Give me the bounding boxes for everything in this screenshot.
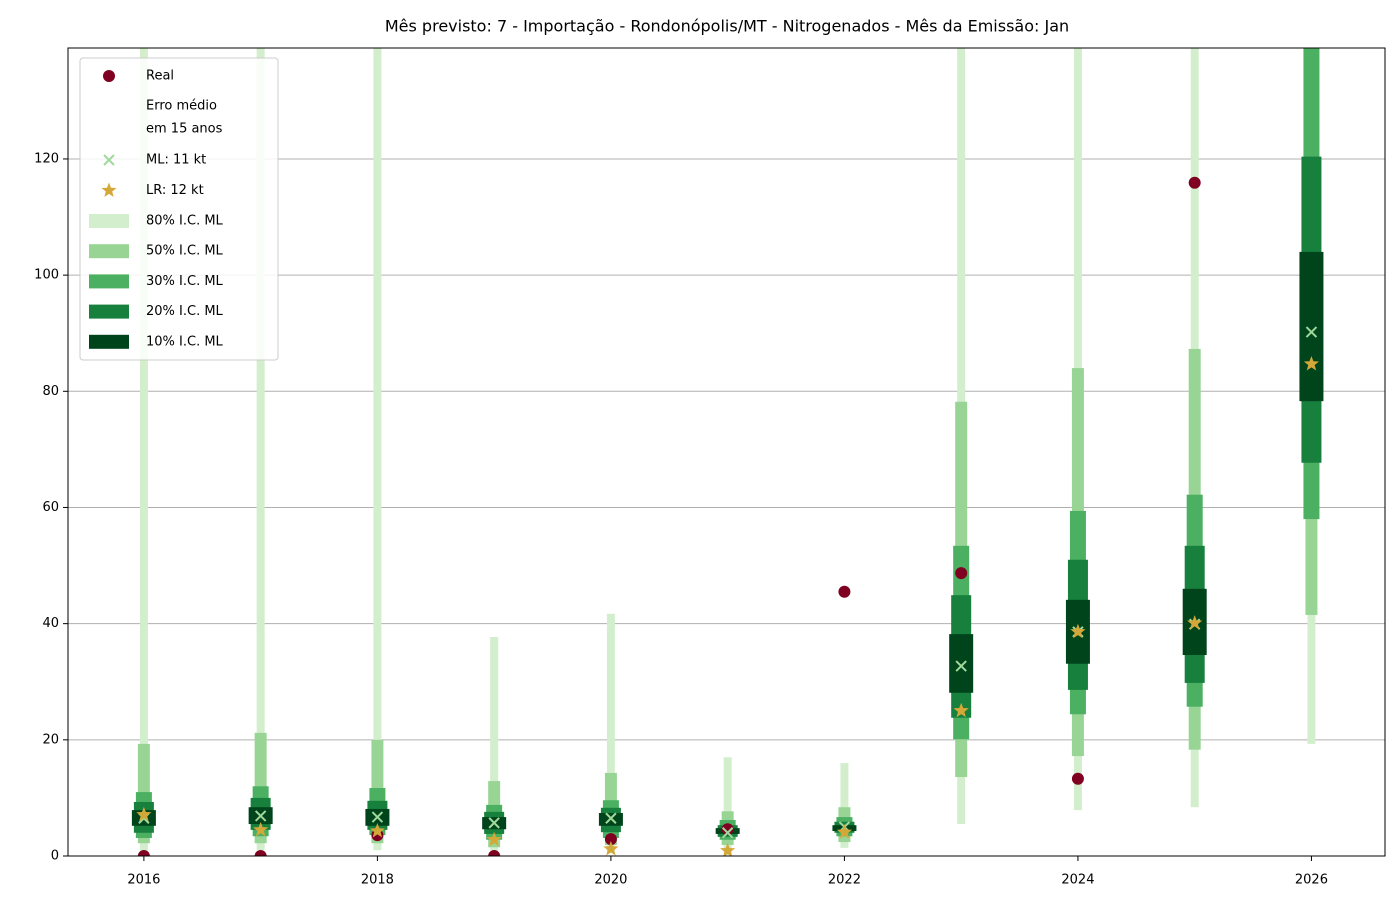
legend-marker <box>103 70 115 82</box>
point-circle <box>721 823 734 836</box>
legend-swatch <box>89 334 129 349</box>
legend-entry: 30% I.C. ML <box>89 274 224 289</box>
point-x <box>955 660 967 672</box>
legend-swatch <box>89 214 129 228</box>
legend-label: ML: 11 kt <box>146 153 206 168</box>
y-tick-label: 120 <box>34 151 59 166</box>
legend-label: 10% I.C. ML <box>146 334 224 349</box>
legend-label: Real <box>146 69 174 84</box>
legend-entry: Real <box>103 69 174 84</box>
grid <box>68 158 1385 857</box>
legend-marker <box>103 154 115 166</box>
legend-marker <box>101 182 117 197</box>
legend-label: 50% I.C. ML <box>146 244 224 259</box>
legend-entry: ML: 11 kt <box>103 153 206 168</box>
interval-bar <box>949 634 974 693</box>
legend-label: 20% I.C. ML <box>146 304 224 319</box>
point-x <box>1305 326 1318 338</box>
y-tick-label: 0 <box>51 849 59 864</box>
legend: Real Erro médio em 15 anos ML: 11 kt LR: 12 … <box>79 57 279 361</box>
y-tick-label: 60 <box>42 500 59 515</box>
legend-swatch <box>89 304 129 319</box>
interval-bar <box>606 613 615 854</box>
legend-label: 30% I.C. ML <box>146 274 224 289</box>
point-star <box>486 831 502 847</box>
y-tick-label: 80 <box>42 384 59 399</box>
legend-note: em 15 anos <box>146 122 223 137</box>
y-tick-label: 40 <box>42 616 59 631</box>
point-circle <box>1188 176 1201 189</box>
axes-frame <box>67 47 1386 857</box>
point-circle <box>1071 772 1084 785</box>
y-tick-label: 100 <box>34 268 59 283</box>
point-circle <box>955 567 968 580</box>
x-tick-label: 2024 <box>1061 873 1094 888</box>
legend-entry: 80% I.C. ML <box>89 214 224 229</box>
point-x <box>488 817 500 829</box>
point-star <box>1303 356 1320 371</box>
x-tick-label: 2026 <box>1295 873 1328 888</box>
x-tick-label: 2020 <box>594 873 627 888</box>
legend-label: LR: 12 kt <box>146 183 204 198</box>
point-circle <box>137 850 150 856</box>
y-tick-label: 20 <box>42 732 59 747</box>
chart-title: Mês previsto: 7 - Importação - Rondonópo… <box>385 17 1069 36</box>
interval-bar <box>1299 251 1324 402</box>
point-x <box>605 812 617 824</box>
point-x <box>721 827 734 839</box>
point-x <box>371 811 384 823</box>
interval-bar <box>256 48 265 851</box>
legend-entry: 50% I.C. ML <box>89 244 224 259</box>
point-circle <box>254 850 267 856</box>
legend-note: Erro médio <box>146 99 217 114</box>
point-star <box>603 841 619 856</box>
point-star <box>953 702 969 718</box>
axes: 0 20 40 60 80 100 120 2016 2018 2020 2022 2024 2026 <box>34 151 1328 887</box>
interval-bar <box>490 637 499 851</box>
interval-bar <box>139 48 148 854</box>
point-circle <box>604 833 617 846</box>
x-tick-label: 2016 <box>127 873 160 888</box>
legend-entry: LR: 12 kt <box>101 182 204 198</box>
legend-entry: 20% I.C. ML <box>89 304 224 319</box>
plot-area <box>131 48 1324 856</box>
x-tick-label: 2018 <box>361 873 394 888</box>
point-star <box>1070 623 1086 639</box>
point-star <box>1187 615 1203 630</box>
legend-box <box>79 57 279 361</box>
point-x <box>254 810 267 822</box>
point-circle <box>838 585 851 598</box>
legend-label: 80% I.C. ML <box>146 214 224 229</box>
point-star <box>136 806 152 822</box>
legend-swatch <box>89 274 129 289</box>
point-star <box>369 823 386 838</box>
legend-entry: 10% I.C. ML <box>89 334 224 349</box>
point-star <box>720 842 736 856</box>
interval-bar <box>723 757 732 855</box>
point-star <box>836 824 853 839</box>
legend-swatch <box>89 244 129 259</box>
point-star <box>253 821 269 837</box>
x-tick-label: 2022 <box>828 873 861 888</box>
interval-bar <box>840 763 849 848</box>
point-circle <box>488 850 501 856</box>
interval-bar <box>373 48 382 851</box>
